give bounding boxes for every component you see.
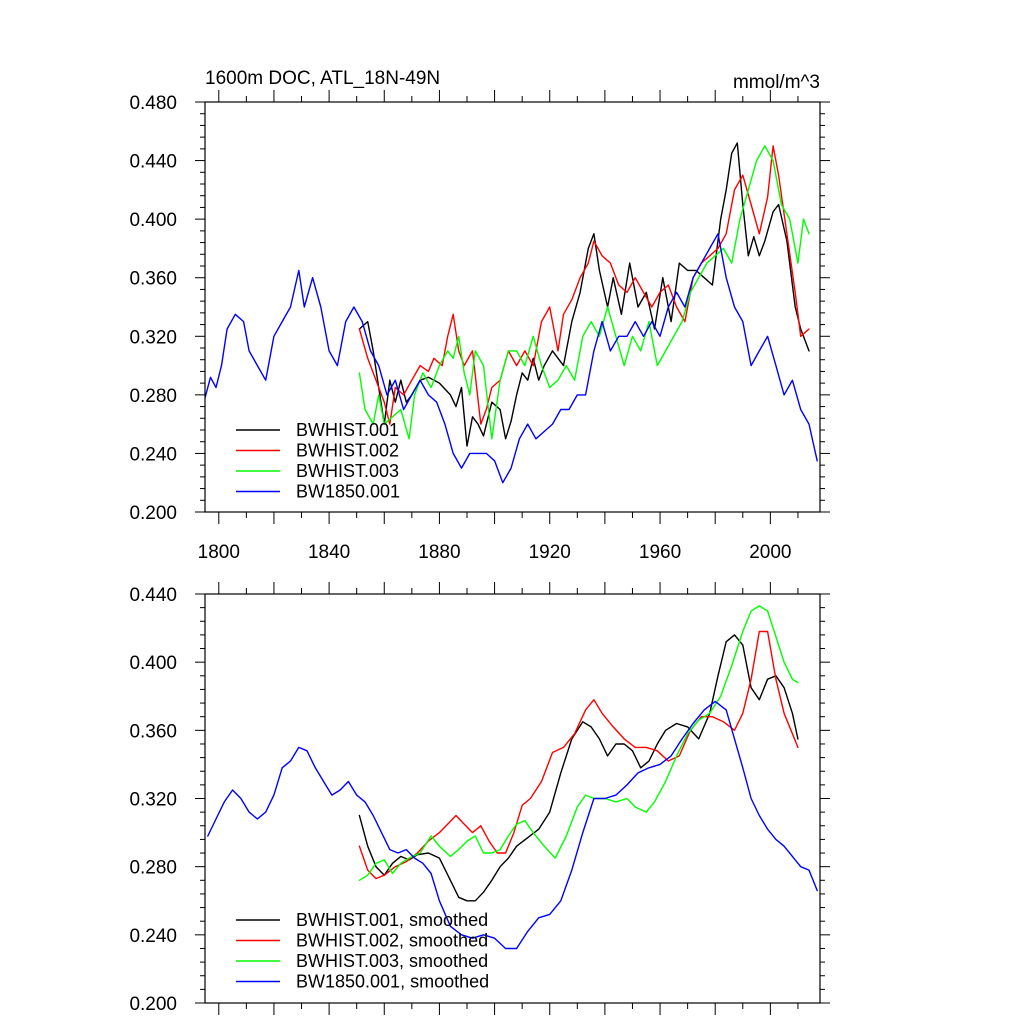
y-tick-label: 0.440 (129, 585, 177, 606)
y-tick-label: 0.320 (129, 790, 177, 811)
chart-title: 1600m DOC, ATL_18N-49N (205, 68, 440, 89)
x-tick-label: 2000 (749, 542, 791, 563)
y-tick-label: 0.400 (129, 210, 177, 231)
y-tick-label: 0.320 (129, 327, 177, 348)
chart-panel-1: 0.200 0.240 0.280 0.320 0.360 0.400 0.440 0.480… (129, 68, 830, 563)
series-line-bwhist-003-smoothed (358, 605, 799, 881)
series-line-bwhist-001-smoothed (358, 634, 799, 902)
y-tick-label: 0.240 (129, 444, 177, 465)
y-tick-label: 0.360 (129, 721, 177, 742)
series-line-bwhist-001 (358, 142, 810, 447)
plot-frame (204, 101, 821, 513)
legend-label: BWHIST.003 (296, 461, 399, 481)
chart-units: mmol/m^3 (733, 72, 820, 93)
series-line-bwhist-002 (358, 145, 810, 425)
y-tick-label: 0.280 (129, 386, 177, 407)
series-line-bw1850-001-smoothed (207, 700, 818, 950)
series-line-bw1850-001 (205, 233, 818, 484)
series-group (205, 142, 818, 484)
y-tick-label: 0.360 (129, 269, 177, 290)
x-tick-label: 1920 (529, 542, 571, 563)
legend-label: BWHIST.003, smoothed (296, 951, 488, 971)
legend-label: BWHIST.002, smoothed (296, 931, 488, 951)
chart-panel-2: 0.200 0.240 0.280 0.320 0.360 0.400 0.440 BWHIS… (129, 582, 830, 1015)
y-tick-label: 0.200 (129, 994, 177, 1015)
series-group (207, 605, 818, 950)
series-line-bwhist-003 (358, 145, 810, 440)
legend-label: BWHIST.001, smoothed (296, 910, 488, 930)
legend-label: BWHIST.002 (296, 441, 399, 461)
y-tick-label: 0.440 (129, 152, 177, 173)
x-tick-label: 1800 (198, 542, 240, 563)
y-tick-label: 0.400 (129, 653, 177, 674)
legend-label: BW1850.001 (296, 482, 400, 502)
series-line-bwhist-002-smoothed (358, 630, 799, 880)
y-tick-label: 0.280 (129, 858, 177, 879)
legend-label: BWHIST.001 (296, 420, 399, 440)
legend-label: BW1850.001, smoothed (296, 972, 489, 992)
y-tick-label: 0.200 (129, 503, 177, 524)
y-tick-label: 0.480 (129, 93, 177, 114)
x-tick-label: 1840 (308, 542, 350, 563)
x-tick-label: 1960 (639, 542, 681, 563)
y-tick-label: 0.240 (129, 926, 177, 947)
x-tick-label: 1880 (418, 542, 460, 563)
